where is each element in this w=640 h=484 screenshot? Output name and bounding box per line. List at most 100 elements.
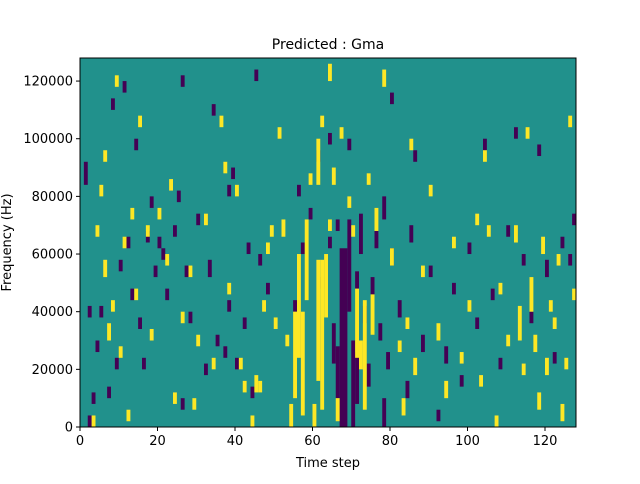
heatmap-cell xyxy=(529,277,534,312)
heatmap-cell xyxy=(413,357,418,376)
heatmap-cell xyxy=(490,288,495,301)
heatmap-cell xyxy=(188,265,193,278)
heatmap-cell xyxy=(196,334,201,347)
heatmap-cell xyxy=(335,398,340,422)
heatmap-cell xyxy=(269,225,274,237)
heatmap-cell xyxy=(250,415,255,427)
heatmap-cell xyxy=(134,138,139,151)
heatmap-cell xyxy=(173,392,177,404)
heatmap-cell xyxy=(308,173,313,185)
heatmap-cell xyxy=(382,196,387,220)
heatmap-cell xyxy=(545,259,549,278)
heatmap-cell xyxy=(300,311,305,416)
heatmap-cell xyxy=(149,196,154,208)
heatmap-cell xyxy=(138,115,142,128)
heatmap-cell xyxy=(548,300,553,312)
heatmap-cell xyxy=(258,254,263,266)
heatmap-cell xyxy=(498,357,503,370)
heatmap-cell xyxy=(475,317,480,329)
heatmap-cell xyxy=(250,386,255,399)
heatmap-cell xyxy=(262,300,266,312)
heatmap-cell xyxy=(467,300,472,312)
heatmap-cell xyxy=(359,340,363,370)
heatmap-cell xyxy=(304,219,309,301)
heatmap-cell xyxy=(289,403,294,427)
heatmap-cell xyxy=(165,254,170,266)
heatmap-cell xyxy=(374,230,379,249)
heatmap-cell xyxy=(328,219,332,231)
heatmap-cell xyxy=(277,127,282,139)
heatmap-cell xyxy=(355,288,359,358)
heatmap-cell xyxy=(413,150,418,162)
heatmap-cell xyxy=(545,357,549,376)
heatmap-cell xyxy=(328,236,332,249)
heatmap-cell xyxy=(246,242,251,255)
y-tick-label: 100000 xyxy=(23,132,73,147)
heatmap-cell xyxy=(254,69,259,82)
heatmap-cell xyxy=(157,207,162,220)
x-tick-label: 80 xyxy=(382,434,399,449)
heatmap-cell xyxy=(227,300,232,312)
heatmap-cell xyxy=(211,104,216,116)
heatmap-cell xyxy=(111,300,115,312)
heatmap-cell xyxy=(428,265,433,278)
heatmap-cell xyxy=(157,236,162,249)
heatmap-cell xyxy=(421,334,425,353)
heatmap-cell xyxy=(161,248,166,260)
heatmap-cell xyxy=(91,415,96,427)
heatmap-cell xyxy=(149,328,154,341)
heatmap-cell xyxy=(103,150,108,162)
heatmap-cell xyxy=(223,161,228,174)
heatmap-cell xyxy=(95,340,100,353)
heatmap-cell xyxy=(331,167,336,185)
heatmap-cell xyxy=(312,403,317,427)
y-tick-label: 60000 xyxy=(32,248,73,263)
heatmap-cell xyxy=(444,346,449,364)
heatmap-cell xyxy=(552,317,557,329)
heatmap-cell xyxy=(506,334,511,347)
heatmap-cell xyxy=(211,357,216,370)
heatmap-cell xyxy=(359,213,363,255)
heatmap-cell xyxy=(180,311,185,324)
heatmap-cell xyxy=(347,196,352,208)
heatmap-cell xyxy=(281,219,286,237)
heatmap-cell xyxy=(370,294,375,335)
heatmap-cell xyxy=(130,288,135,301)
y-tick-label: 20000 xyxy=(32,363,73,378)
heatmap-cell xyxy=(126,409,131,422)
heatmap-cell xyxy=(331,323,336,364)
heatmap-cell xyxy=(324,254,328,318)
heatmap-cell xyxy=(103,259,108,278)
heatmap-cell xyxy=(521,254,526,266)
heatmap-cell xyxy=(227,184,232,197)
heatmap-cell xyxy=(556,254,561,266)
x-tick-label: 40 xyxy=(227,434,244,449)
heatmap-cell xyxy=(529,311,534,324)
heatmap-cell xyxy=(452,236,456,249)
x-tick-label: 120 xyxy=(533,434,558,449)
heatmap-cell xyxy=(537,144,542,157)
x-tick-label: 0 xyxy=(76,434,84,449)
heatmap-cell xyxy=(351,225,356,237)
heatmap-cell xyxy=(285,334,290,347)
heatmap-cell xyxy=(428,184,433,197)
heatmap-cell xyxy=(114,75,119,87)
heatmap-cell xyxy=(180,398,185,410)
heatmap-cell xyxy=(328,63,332,82)
heatmap-cell xyxy=(297,254,301,358)
heatmap-cell xyxy=(355,271,359,289)
heatmap-cell xyxy=(421,265,425,278)
heatmap-cell xyxy=(467,242,472,255)
heatmap-cell xyxy=(343,248,348,427)
heatmap-cell xyxy=(514,225,518,243)
heatmap-cell xyxy=(401,398,406,416)
heatmap-cell xyxy=(266,242,270,255)
heatmap-cell xyxy=(366,363,371,387)
heatmap-cell xyxy=(382,398,387,427)
heatmap-cell xyxy=(308,207,313,220)
heatmap-cell xyxy=(134,288,139,301)
heatmap-cell xyxy=(537,392,542,410)
heatmap-cell xyxy=(436,409,441,422)
heatmap-cell xyxy=(521,363,526,376)
